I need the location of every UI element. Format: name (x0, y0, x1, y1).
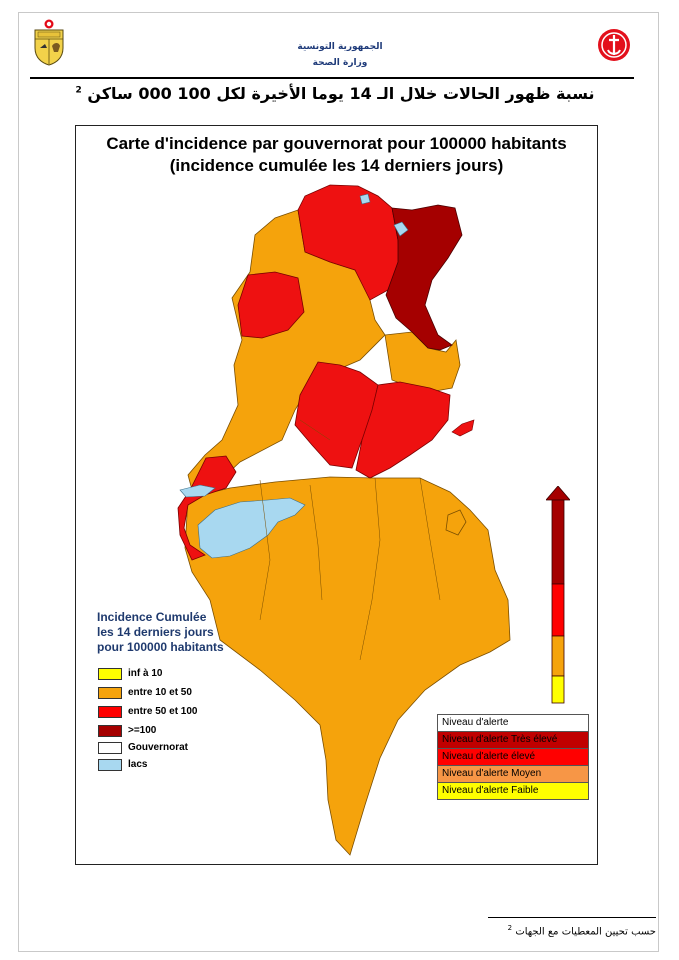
legend-swatch-red (98, 706, 122, 718)
ministry-line-1: الجمهورية التونسية (297, 42, 383, 52)
alert-level-high: Niveau d'alerte élevé (438, 749, 588, 766)
region-kef (237, 271, 305, 339)
legend-heading-line-2: les 14 derniers jours (97, 625, 214, 639)
legend-label: lacs (128, 759, 148, 770)
lake-chott-el-djerid (197, 497, 306, 559)
legend-label: >=100 (128, 725, 157, 736)
page-frame (18, 12, 659, 952)
arabic-title: نسبة ظهور الحالات خلال الـ 14 يوما الأخي… (60, 84, 610, 103)
map-title: Carte d'incidence par gouvernorat pour 1… (75, 133, 598, 177)
legend-swatch-dark-red (98, 725, 122, 737)
legend-swatch-yellow (98, 668, 122, 680)
arabic-title-footnote-mark: 2 (75, 85, 82, 96)
region-tozeur (177, 455, 237, 561)
region-djerba (445, 509, 467, 536)
region-sfax (355, 381, 451, 479)
coat-of-arms-icon (34, 19, 64, 66)
footnote: حسب تحيين المعطيات مع الجهات 2 (430, 924, 656, 937)
alert-level-arrow-icon (546, 486, 570, 704)
legend-swatch-light-blue (98, 759, 122, 771)
alert-level-medium: Niveau d'alerte Moyen (438, 766, 588, 783)
region-south (184, 476, 511, 856)
legend-label: entre 50 et 100 (128, 706, 198, 717)
legend-label: entre 10 et 50 (128, 687, 192, 698)
alert-level-table: Niveau d'alerte Niveau d'alerte Très éle… (437, 714, 589, 800)
legend-swatch-white (98, 742, 122, 754)
alert-table-header: Niveau d'alerte (438, 715, 588, 732)
region-nabeul (385, 204, 463, 351)
alert-level-low: Niveau d'alerte Faible (438, 783, 588, 799)
alert-level-very-high: Niveau d'alerte Très élevé (438, 732, 588, 749)
ministry-line-2: وزارة الصحة (312, 58, 368, 68)
footnote-number: 2 (507, 924, 513, 932)
footnote-text: حسب تحيين المعطيات مع الجهات (515, 926, 656, 938)
map-title-line-2: (incidence cumulée les 14 derniers jours… (169, 156, 504, 175)
legend-label: Gouvernorat (128, 742, 189, 753)
legend-heading-line-1: Incidence Cumulée (97, 610, 207, 624)
header-divider (30, 77, 634, 79)
lake-chott-el-gharsa (179, 484, 216, 498)
arabic-title-text: نسبة ظهور الحالات خلال الـ 14 يوما الأخي… (87, 84, 595, 103)
ministry-of-health-logo-icon (598, 29, 630, 61)
lake-tunis (393, 221, 409, 237)
legend-heading: Incidence Cumulée les 14 derniers jours … (97, 610, 224, 655)
lake-bizerte (359, 193, 371, 205)
legend-label: inf à 10 (128, 668, 163, 679)
region-kairouan (294, 361, 379, 469)
map-title-line-1: Carte d'incidence par gouvernorat pour 1… (106, 134, 567, 153)
legend-swatch-orange (98, 687, 122, 699)
region-kerkennah (451, 419, 475, 437)
legend-heading-line-3: pour 100000 habitants (97, 640, 224, 654)
footer-divider (488, 917, 656, 918)
governorate-borders (259, 419, 441, 661)
